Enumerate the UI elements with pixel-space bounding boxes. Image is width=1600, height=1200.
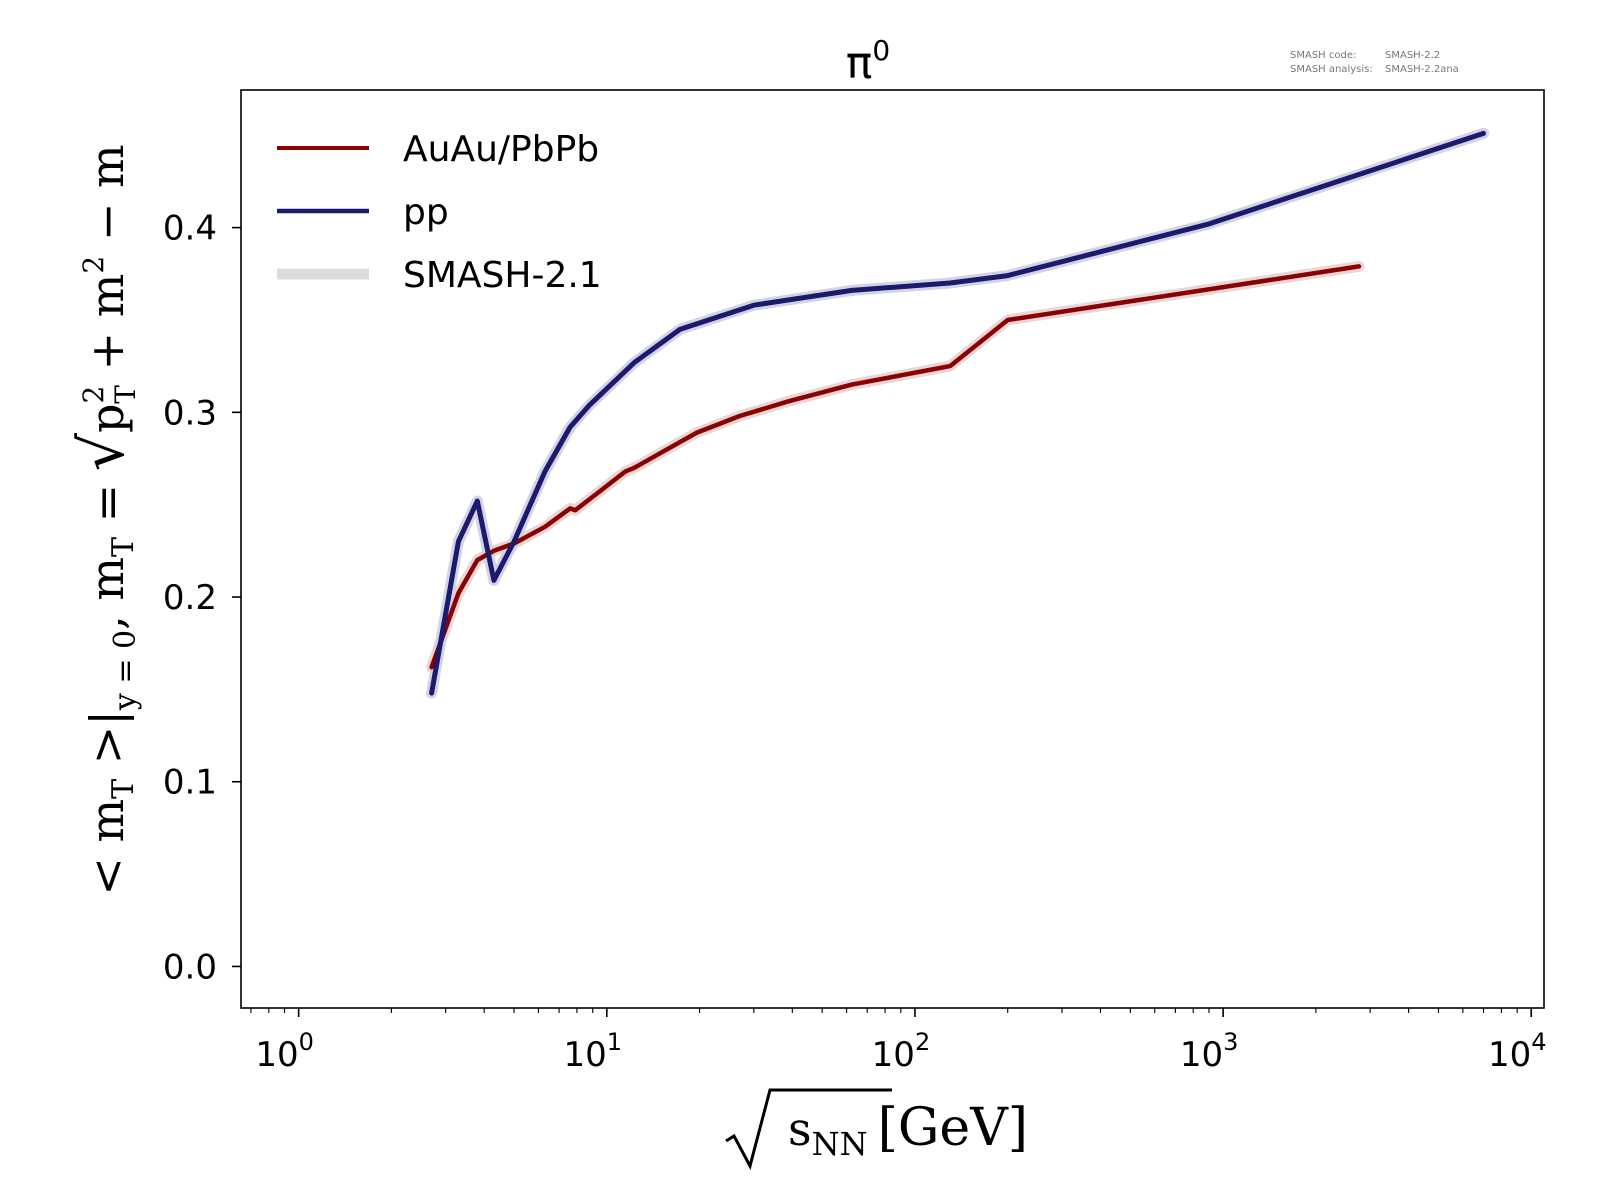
x-tick-label-exponent: 2: [915, 1028, 930, 1056]
y-tick-label: 0.1: [163, 763, 217, 803]
legend-label-smash: SMASH-2.1: [403, 255, 602, 296]
y-label-rad-p: p: [80, 404, 134, 433]
x-tick-label-base: 10: [872, 1035, 915, 1075]
x-tick-label: 102: [872, 1028, 931, 1075]
legend: AuAu/PbPb pp SMASH-2.1: [277, 129, 602, 296]
y-label-rad-p-sub: T: [109, 385, 142, 404]
y-label-tail: − m: [80, 144, 134, 255]
series-line-layer: [429, 130, 1486, 696]
x-axis-label: sNN [GeV]: [725, 1088, 1028, 1171]
chart-title-main: π: [846, 38, 873, 89]
legend-label-pp: pp: [403, 192, 449, 233]
x-tick-label-exponent: 3: [1223, 1028, 1238, 1056]
annotation-line2-value: SMASH-2.2ana: [1385, 64, 1459, 75]
y-axis-label: < mT >|y = 0, mT = √p2T + m2 − m: [68, 144, 143, 895]
x-tick-label-base: 10: [255, 1035, 298, 1075]
x-tick-label-base: 10: [1488, 1035, 1531, 1075]
y-tick-label: 0.0: [163, 947, 217, 987]
y-label-part3-sub: T: [106, 537, 141, 557]
y-label-part4: =: [80, 469, 134, 537]
y-tick-label: 0.2: [163, 578, 217, 618]
smash-band-layer: [426, 127, 1489, 699]
x-label-text: sNN [GeV]: [788, 1098, 1028, 1163]
x-tick-label: 104: [1488, 1028, 1547, 1075]
series-line-auau-pbpb: [429, 264, 1362, 670]
legend-label-auau: AuAu/PbPb: [403, 129, 599, 170]
annotation-line1-label: SMASH code:: [1290, 50, 1356, 61]
y-tick-label: 0.3: [163, 393, 217, 433]
x-tick-label-exponent: 4: [1531, 1028, 1546, 1056]
chart-title-superscript: 0: [872, 34, 890, 67]
y-label-rad-plus: + m: [80, 274, 134, 385]
y-label-part1-sub: T: [106, 779, 141, 799]
x-tick-label: 100: [255, 1028, 314, 1075]
y-label-part2: >|: [80, 710, 134, 779]
series-line-pp: [429, 130, 1486, 696]
x-axis-ticks: 100 101 102 103 104: [255, 1008, 1547, 1075]
annotation-line2-label: SMASH analysis:: [1290, 64, 1373, 75]
x-tick-label: 101: [564, 1028, 623, 1075]
y-label-part2-sub: y = 0: [108, 630, 143, 711]
x-tick-label-base: 10: [564, 1035, 607, 1075]
y-axis-ticks: 0.0 0.1 0.2 0.3 0.4: [163, 209, 241, 987]
plot-frame: [240, 89, 1545, 1009]
x-tick-label-exponent: 0: [299, 1028, 314, 1056]
y-label-part1: < m: [80, 799, 134, 896]
x-tick-label-exponent: 1: [607, 1028, 622, 1056]
y-tick-label: 0.4: [163, 209, 217, 249]
x-label-radical-sign: [725, 1088, 892, 1171]
y-label-rad-m-sup: 2: [77, 256, 110, 274]
chart-title: π0: [846, 34, 890, 89]
y-label-sqrt-sign: √: [68, 432, 138, 471]
smash-band-pp: [426, 127, 1489, 699]
y-label-part3: , m: [80, 557, 134, 630]
x-tick-label: 103: [1180, 1028, 1239, 1075]
smash-version-annotation: SMASH code: SMASH-2.2 SMASH analysis: SM…: [1290, 50, 1459, 75]
annotation-line1-value: SMASH-2.2: [1385, 50, 1440, 61]
x-label-subscript: NN: [812, 1125, 868, 1163]
y-label-text: < mT >|y = 0, mT = √p2T + m2 − m: [68, 144, 143, 895]
x-label-unit: [GeV]: [878, 1098, 1028, 1158]
smash-band-auau-pbpb: [426, 260, 1365, 673]
x-label-radical-text: s: [788, 1102, 812, 1156]
x-tick-label-base: 10: [1180, 1035, 1223, 1075]
y-label-rad-p-sup: 2: [77, 386, 110, 404]
x-axis-minor-ticks: [250, 1008, 1518, 1013]
